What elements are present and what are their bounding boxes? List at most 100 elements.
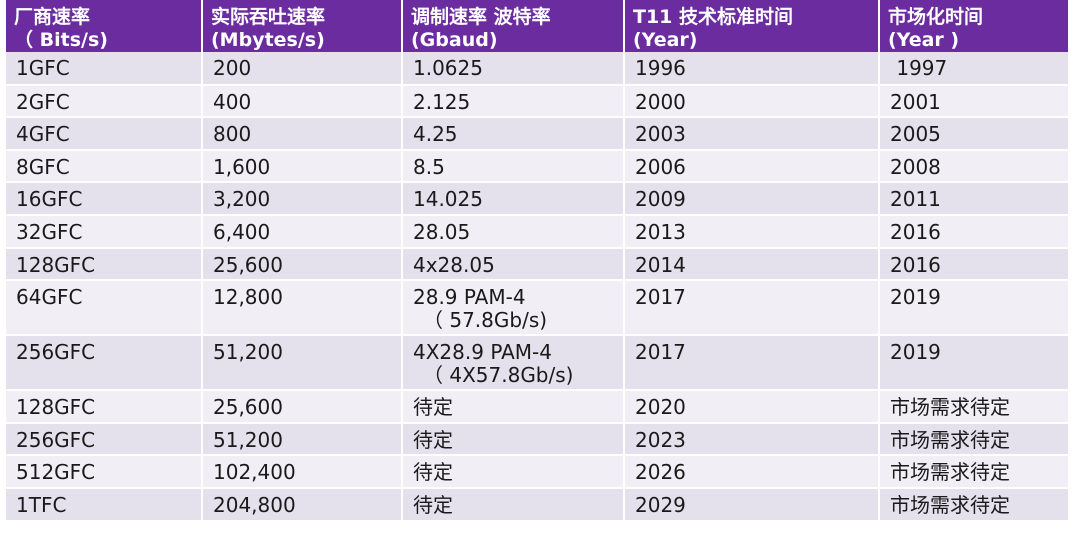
table-body: 1GFC 200 1.0625 1996 1997 2GFC 400 2.125… <box>6 52 1068 522</box>
fc-speed-table: 厂商速率 （ Bits/s) 实际吞吐速率 (Mbytes/s) 调制速率 波特… <box>6 0 1068 522</box>
cell-rate: 1TFC <box>6 487 203 522</box>
baud-value: 8.5 <box>413 154 445 179</box>
cell-throughput: 25,600 <box>202 247 403 282</box>
cell-baud: 4x28.05 <box>402 247 625 282</box>
cell-market: 市场需求待定 <box>879 422 1068 457</box>
header-rate-line2: （ Bits/s) <box>14 29 108 51</box>
cell-rate: 512GFC <box>6 455 203 489</box>
baud-value: 待定 <box>413 395 453 420</box>
baud-value: 4X28.9 PAM-4 <box>413 340 552 365</box>
header-baud: 调制速率 波特率 (Gbaud) <box>402 0 625 52</box>
cell-baud: 14.025 <box>402 182 625 216</box>
cell-t11: 2017 <box>624 335 880 392</box>
cell-market: 2008 <box>879 149 1068 184</box>
cell-market: 2019 <box>879 280 1068 337</box>
header-throughput: 实际吞吐速率 (Mbytes/s) <box>202 0 403 52</box>
baud-value: 待定 <box>413 427 453 452</box>
header-row: 厂商速率 （ Bits/s) 实际吞吐速率 (Mbytes/s) 调制速率 波特… <box>6 0 1068 52</box>
cell-baud: 28.9 PAM-4 （ 57.8Gb/s) <box>402 280 625 337</box>
header-market: 市场化时间 (Year ) <box>879 0 1068 52</box>
cell-rate: 4GFC <box>6 117 203 151</box>
cell-t11: 2013 <box>624 214 880 249</box>
cell-t11: 2017 <box>624 280 880 337</box>
header-throughput-line1: 实际吞吐速率 <box>211 6 326 28</box>
table-row: 256GFC 51,200 待定 2023 市场需求待定 <box>6 422 1068 457</box>
fc-speed-table-container: 厂商速率 （ Bits/s) 实际吞吐速率 (Mbytes/s) 调制速率 波特… <box>6 0 1068 522</box>
cell-rate: 16GFC <box>6 182 203 216</box>
cell-rate: 256GFC <box>6 335 203 392</box>
market-value: 1997 <box>890 56 948 80</box>
baud-subvalue: （ 57.8Gb/s) <box>423 308 548 333</box>
cell-t11: 2014 <box>624 247 880 282</box>
cell-rate: 128GFC <box>6 390 203 424</box>
cell-market: 市场需求待定 <box>879 487 1068 522</box>
cell-baud: 8.5 <box>402 149 625 184</box>
table-row: 4GFC 800 4.25 2003 2005 <box>6 117 1068 151</box>
cell-market: 市场需求待定 <box>879 390 1068 424</box>
cell-throughput: 51,200 <box>202 335 403 392</box>
cell-t11: 2003 <box>624 117 880 151</box>
cell-throughput: 3,200 <box>202 182 403 216</box>
cell-market: 2016 <box>879 214 1068 249</box>
cell-baud: 待定 <box>402 390 625 424</box>
cell-t11: 2009 <box>624 182 880 216</box>
cell-rate: 2GFC <box>6 84 203 119</box>
table-row: 128GFC 25,600 4x28.05 2014 2016 <box>6 247 1068 282</box>
header-rate: 厂商速率 （ Bits/s) <box>6 0 203 52</box>
baud-value: 14.025 <box>413 187 483 212</box>
cell-baud: 待定 <box>402 487 625 522</box>
table-row: 2GFC 400 2.125 2000 2001 <box>6 84 1068 119</box>
cell-market: 2011 <box>879 182 1068 216</box>
cell-t11: 2026 <box>624 455 880 489</box>
cell-rate: 128GFC <box>6 247 203 282</box>
cell-market: 2005 <box>879 117 1068 151</box>
cell-rate: 32GFC <box>6 214 203 249</box>
cell-throughput: 204,800 <box>202 487 403 522</box>
header-baud-line2: (Gbaud) <box>411 29 498 51</box>
cell-rate: 64GFC <box>6 280 203 337</box>
cell-throughput: 51,200 <box>202 422 403 457</box>
baud-value: 4.25 <box>413 122 458 147</box>
cell-market: 2001 <box>879 84 1068 119</box>
table-header: 厂商速率 （ Bits/s) 实际吞吐速率 (Mbytes/s) 调制速率 波特… <box>6 0 1068 52</box>
table-row: 64GFC 12,800 28.9 PAM-4 （ 57.8Gb/s) 2017… <box>6 280 1068 337</box>
cell-throughput: 400 <box>202 84 403 119</box>
table-row: 1TFC 204,800 待定 2029 市场需求待定 <box>6 487 1068 522</box>
cell-throughput: 1,600 <box>202 149 403 184</box>
baud-value: 待定 <box>413 460 453 485</box>
cell-market: 2019 <box>879 335 1068 392</box>
cell-throughput: 800 <box>202 117 403 151</box>
cell-rate: 1GFC <box>6 52 203 86</box>
baud-subvalue: （ 4X57.8Gb/s) <box>423 363 574 388</box>
baud-value: 2.125 <box>413 89 471 114</box>
cell-t11: 1996 <box>624 52 880 86</box>
table-row: 1GFC 200 1.0625 1996 1997 <box>6 52 1068 86</box>
cell-baud: 2.125 <box>402 84 625 119</box>
header-rate-line1: 厂商速率 <box>14 6 91 28</box>
cell-throughput: 200 <box>202 52 403 86</box>
cell-t11: 2029 <box>624 487 880 522</box>
header-throughput-line2: (Mbytes/s) <box>211 29 325 51</box>
table-row: 8GFC 1,600 8.5 2006 2008 <box>6 149 1068 184</box>
header-baud-line1: 调制速率 波特率 <box>411 6 551 28</box>
cell-t11: 2023 <box>624 422 880 457</box>
table-row: 256GFC 51,200 4X28.9 PAM-4 （ 4X57.8Gb/s)… <box>6 335 1068 392</box>
cell-t11: 2006 <box>624 149 880 184</box>
cell-baud: 待定 <box>402 422 625 457</box>
cell-throughput: 102,400 <box>202 455 403 489</box>
cell-market: 1997 <box>879 52 1068 86</box>
baud-value: 待定 <box>413 492 453 517</box>
baud-value: 28.9 PAM-4 <box>413 285 526 310</box>
table-row: 512GFC 102,400 待定 2026 市场需求待定 <box>6 455 1068 489</box>
baud-value: 28.05 <box>413 219 471 244</box>
header-t11-line2: (Year) <box>633 29 698 51</box>
cell-throughput: 25,600 <box>202 390 403 424</box>
header-market-line1: 市场化时间 <box>888 6 984 28</box>
cell-t11: 2000 <box>624 84 880 119</box>
table-row: 32GFC 6,400 28.05 2013 2016 <box>6 214 1068 249</box>
cell-t11: 2020 <box>624 390 880 424</box>
cell-market: 2016 <box>879 247 1068 282</box>
cell-baud: 28.05 <box>402 214 625 249</box>
cell-baud: 待定 <box>402 455 625 489</box>
cell-throughput: 6,400 <box>202 214 403 249</box>
